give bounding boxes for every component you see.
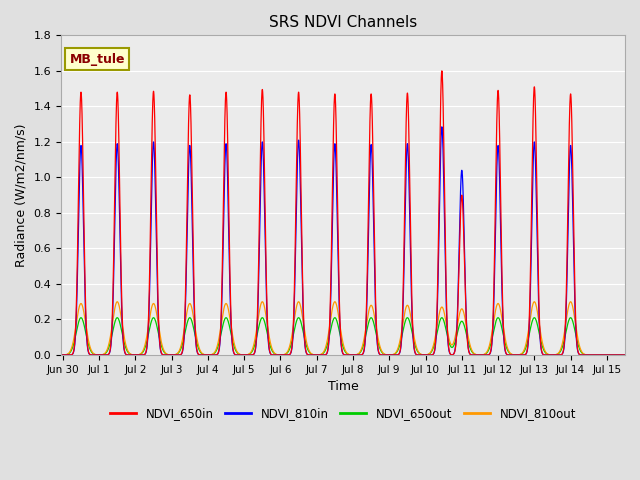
NDVI_810out	[324, 330, 332, 336]
NDVI_650in	[324, 340, 332, 346]
NDVI_810out	[625, 352, 632, 358]
NDVI_810in	[56, 352, 63, 358]
NDVI_650out	[56, 352, 63, 358]
NDVI_650out	[324, 337, 332, 343]
NDVI_650in	[197, 352, 205, 358]
NDVI_650out	[588, 352, 596, 358]
Text: MB_tule: MB_tule	[70, 52, 125, 65]
NDVI_650out	[421, 352, 429, 358]
NDVI_810out	[588, 352, 596, 358]
NDVI_810in	[438, 124, 445, 130]
Legend: NDVI_650in, NDVI_810in, NDVI_650out, NDVI_810out: NDVI_650in, NDVI_810in, NDVI_650out, NDV…	[105, 402, 580, 425]
NDVI_650in	[588, 352, 596, 358]
NDVI_650out	[463, 334, 471, 339]
X-axis label: Time: Time	[328, 380, 358, 393]
Line: NDVI_650in: NDVI_650in	[60, 71, 628, 355]
NDVI_810in	[197, 352, 205, 358]
NDVI_810in	[625, 352, 632, 358]
NDVI_810out	[56, 352, 63, 358]
NDVI_650out	[625, 352, 632, 358]
NDVI_650in	[463, 332, 471, 338]
NDVI_650in	[438, 68, 445, 74]
NDVI_650in	[421, 352, 429, 358]
NDVI_810out	[400, 316, 408, 322]
Line: NDVI_650out: NDVI_650out	[60, 318, 628, 355]
NDVI_810in	[324, 343, 332, 348]
NDVI_810in	[463, 329, 471, 335]
NDVI_650out	[438, 315, 445, 321]
NDVI_650out	[400, 325, 408, 331]
NDVI_650out	[197, 350, 205, 356]
NDVI_810out	[331, 299, 339, 305]
Y-axis label: Radiance (W/m2/nm/s): Radiance (W/m2/nm/s)	[15, 123, 28, 267]
NDVI_810out	[463, 327, 471, 333]
NDVI_650in	[56, 352, 63, 358]
Line: NDVI_810out: NDVI_810out	[60, 302, 628, 355]
NDVI_810out	[197, 349, 205, 355]
NDVI_650in	[625, 352, 632, 358]
NDVI_810out	[421, 352, 429, 358]
NDVI_810in	[588, 352, 596, 358]
NDVI_810in	[400, 284, 408, 289]
NDVI_650in	[400, 267, 408, 273]
Line: NDVI_810in: NDVI_810in	[60, 127, 628, 355]
NDVI_810in	[421, 352, 429, 358]
Title: SRS NDVI Channels: SRS NDVI Channels	[269, 15, 417, 30]
